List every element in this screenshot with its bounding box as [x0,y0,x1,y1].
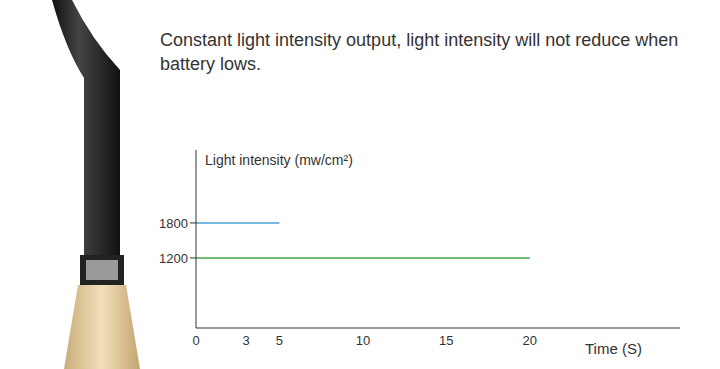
svg-text:15: 15 [439,333,453,348]
html-text:Time (S): Time (S) [585,340,642,357]
svg-text:10: 10 [356,333,370,348]
svg-text:1800: 1800 [159,216,188,231]
svg-text:3: 3 [242,333,249,348]
svg-text:20: 20 [523,333,537,348]
html-text:Light intensity (mw/cm²): Light intensity (mw/cm²) [205,152,353,168]
svg-text:5: 5 [276,333,283,348]
svg-text:0: 0 [192,333,199,348]
svg-text:1200: 1200 [159,251,188,266]
html-text:Constant light intensity outpu: Constant light intensity output, light i… [160,30,679,74]
